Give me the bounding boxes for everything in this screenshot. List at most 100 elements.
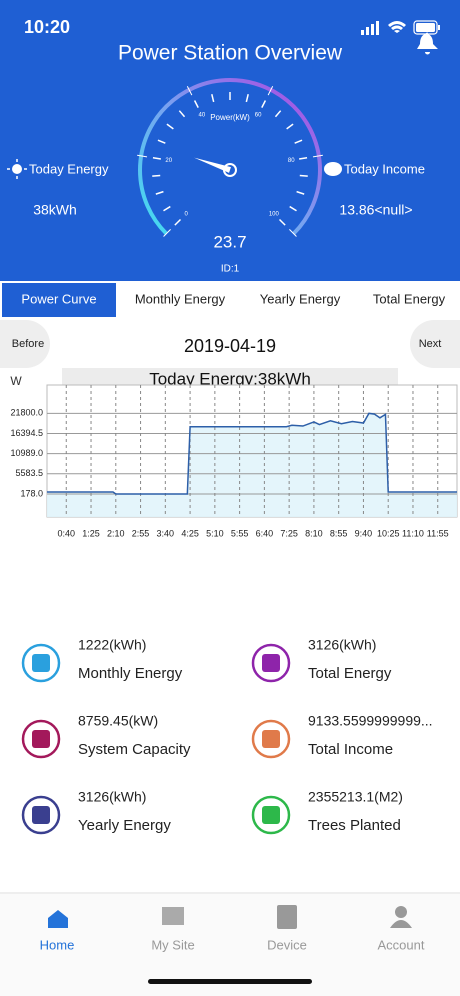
sun-rays: [7, 159, 27, 179]
header-title: Power Station Overview: [118, 42, 343, 65]
nav-label[interactable]: Device: [267, 937, 307, 952]
x-tick-label: 5:10: [206, 528, 224, 538]
gauge-tick-label: 100: [269, 211, 280, 217]
next-button[interactable]: [410, 320, 460, 368]
stat-icon: [21, 643, 61, 683]
nav-label[interactable]: My Site: [151, 937, 194, 952]
gauge-needle: [194, 157, 231, 173]
stat-icon: [21, 719, 61, 759]
stat-value: 8759.45(kW): [78, 713, 158, 729]
x-tick-label: 7:25: [280, 528, 298, 538]
x-tick-label: 5:55: [231, 528, 249, 538]
x-tick-label: 2:10: [107, 528, 125, 538]
gauge-tick-label: 0: [184, 211, 188, 217]
piggy-icon: [324, 162, 342, 176]
x-tick-label: 8:10: [305, 528, 323, 538]
gauge-tick: [289, 229, 297, 237]
gauge: 0 20 40 60 80 100 Power(kW): [137, 78, 323, 237]
gauge-tick: [312, 154, 323, 158]
y-tick-label: 178.0: [20, 488, 43, 498]
stat-value: 9133.5599999999...: [308, 713, 433, 729]
y-tick-label: 21800.0: [10, 408, 43, 418]
gauge-minor-tick: [174, 218, 182, 226]
gauge-tick: [137, 154, 148, 158]
y-tick-label: 5583.5: [15, 468, 43, 478]
gauge-value: 23.7: [213, 232, 246, 251]
gauge-minor-tick: [155, 190, 164, 195]
date-label: 2019-04-19: [184, 336, 276, 356]
site-icon[interactable]: [162, 907, 184, 925]
stat-label: Trees Planted: [308, 817, 401, 834]
x-tick-label: 6:40: [256, 528, 274, 538]
stat-value: 2355213.1(M2): [308, 789, 403, 805]
chart: 178.0 5583.5 10989.0 16394.5 21800.0 0:40 1:25…: [10, 384, 458, 538]
account-icon-body[interactable]: [390, 920, 412, 928]
header-background: [0, 0, 460, 281]
x-tick-label: 11:10: [402, 528, 424, 538]
stat-icon-inner: [32, 654, 50, 672]
today-income-label: Today Income: [344, 161, 425, 176]
line: [47, 412, 457, 495]
gauge-minor-tick: [157, 139, 166, 144]
x-tick-label: 1:25: [82, 528, 100, 538]
x-tick-label: 4:25: [181, 528, 199, 538]
gauge-minor-tick: [245, 93, 249, 103]
gauge-tick: [267, 86, 274, 96]
stat-label: Monthly Energy: [78, 665, 183, 682]
before-button[interactable]: [0, 320, 50, 368]
station-id: ID:1: [221, 264, 240, 275]
stat-icon: [251, 719, 291, 759]
gauge-minor-tick: [166, 123, 174, 130]
gauge-unit: Power(kW): [210, 113, 250, 122]
next-label[interactable]: Next: [419, 338, 442, 350]
tab[interactable]: Power Curve: [21, 291, 96, 306]
nav-label[interactable]: Account: [378, 937, 425, 952]
stat-value: 1222(kWh): [78, 637, 146, 653]
tab-active-background: [2, 283, 116, 317]
gauge-minor-tick: [286, 123, 294, 130]
gauge-minor-tick: [299, 157, 308, 160]
sun-icon: [12, 164, 22, 174]
gauge-minor-tick: [193, 100, 199, 108]
tab[interactable]: Total Energy: [373, 291, 446, 306]
gauge-minor-tick: [152, 174, 161, 177]
today-energy-value: 38kWh: [33, 202, 77, 218]
nav-label[interactable]: Home: [40, 937, 75, 952]
gauge-arc: [138, 78, 322, 236]
y-tick-label: 10989.0: [10, 448, 43, 458]
gauge-minor-tick: [289, 205, 297, 212]
stat-label: Total Income: [308, 741, 393, 758]
x-tick-label: 10:25: [377, 528, 400, 538]
gauge-minor-tick: [274, 110, 282, 118]
stat-icon: [251, 643, 291, 683]
y-axis-label: W: [10, 374, 22, 388]
notification-bell[interactable]: [417, 32, 438, 55]
gauge-minor-tick: [163, 205, 171, 212]
stat-icon-inner: [262, 806, 280, 824]
stat-label: Total Energy: [308, 665, 392, 682]
x-tick-label: 9:40: [355, 528, 373, 538]
stat-value: 3126(kWh): [78, 789, 146, 805]
account-icon[interactable]: [395, 906, 407, 918]
status-time: 10:20: [24, 17, 70, 37]
gauge-minor-tick: [294, 139, 303, 144]
tab[interactable]: Monthly Energy: [135, 291, 226, 306]
x-tick-label: 3:40: [157, 528, 175, 538]
before-label[interactable]: Before: [12, 338, 44, 350]
stat-icon-inner: [262, 730, 280, 748]
gauge-minor-tick: [261, 100, 267, 108]
x-tick-label: 2:55: [132, 528, 150, 538]
chart-title: Today Energy:38kWh: [149, 369, 311, 388]
gauge-tick-label: 40: [199, 112, 206, 118]
home-icon[interactable]: [48, 910, 68, 928]
today-income-value: 13.86<null>: [339, 202, 412, 218]
tab[interactable]: Yearly Energy: [260, 291, 341, 306]
gauge-tick: [163, 229, 171, 237]
gauge-tick: [186, 86, 193, 96]
gauge-minor-tick: [299, 174, 308, 177]
gauge-minor-tick: [296, 190, 305, 195]
today-energy-label: Today Energy: [29, 161, 109, 176]
device-icon[interactable]: [277, 905, 297, 929]
